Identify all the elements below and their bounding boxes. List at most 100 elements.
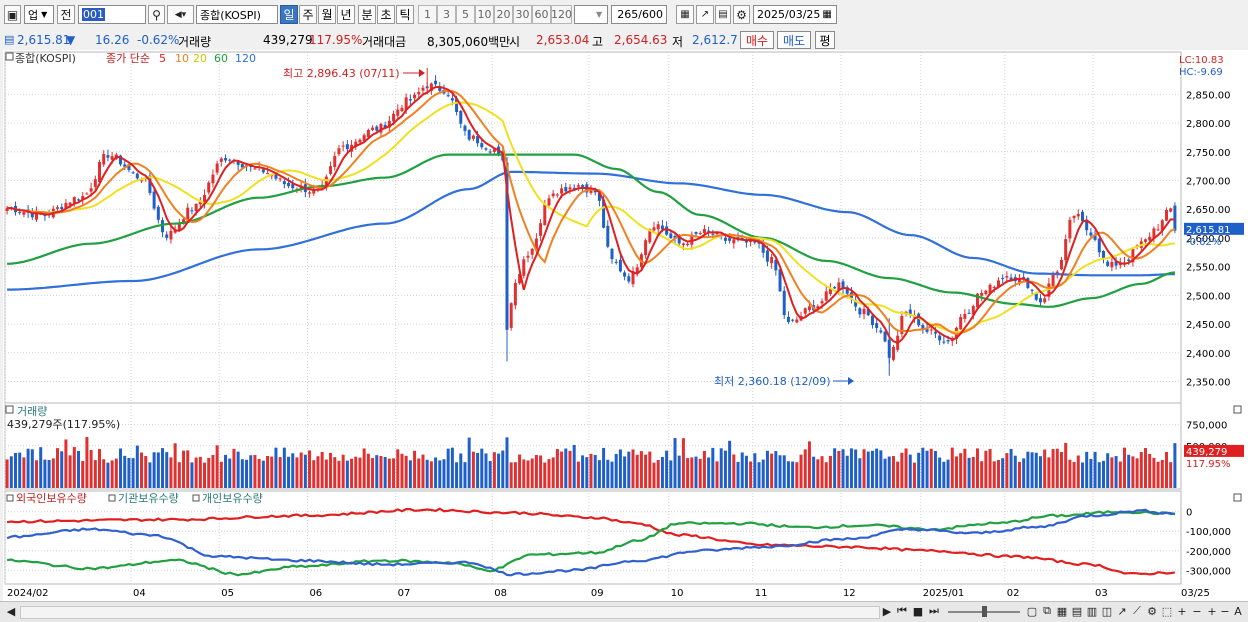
- volume-bar: [194, 457, 198, 488]
- tab-week[interactable]: 주: [299, 5, 317, 24]
- volume-bar: [698, 458, 702, 488]
- scroll-track[interactable]: [20, 606, 880, 619]
- last-icon[interactable]: ⏭: [929, 604, 939, 617]
- prev-button[interactable]: 전: [57, 5, 75, 24]
- candle-body: [782, 290, 786, 316]
- volume-bar: [1043, 449, 1047, 488]
- search-icon[interactable]: ⚲: [148, 5, 165, 24]
- last-price-badge: [1184, 222, 1244, 235]
- scroll-left-icon[interactable]: ◀: [6, 604, 16, 618]
- minute-5[interactable]: 5: [456, 5, 475, 24]
- volume-bar: [497, 453, 501, 488]
- first-icon[interactable]: ⏮: [897, 604, 907, 617]
- candle-body: [140, 180, 144, 182]
- volume-bar: [715, 461, 719, 488]
- count-field[interactable]: 265/600: [611, 5, 667, 24]
- add-icon[interactable]: +: [1207, 604, 1217, 618]
- minute-1[interactable]: 1: [418, 5, 437, 24]
- candle-body: [408, 99, 412, 101]
- volume-bar: [845, 455, 849, 488]
- volume-bar: [929, 448, 933, 488]
- volume-bar: [1152, 457, 1156, 488]
- date-field[interactable]: 2025/03/25 ▦: [753, 5, 837, 24]
- split-icon[interactable]: ◫: [1101, 604, 1113, 618]
- candle-body: [291, 183, 295, 189]
- volume-bar: [530, 458, 534, 488]
- copy-icon[interactable]: ⧉: [1043, 604, 1051, 617]
- tab-second[interactable]: 초: [377, 5, 395, 24]
- volume-bar: [358, 457, 362, 488]
- volume-bar: [408, 460, 412, 488]
- grid-icon[interactable]: ▦: [1056, 604, 1068, 618]
- candle-body: [1160, 220, 1164, 231]
- zoom-out-icon[interactable]: −: [1192, 604, 1202, 618]
- font-icon[interactable]: A: [1234, 604, 1242, 618]
- custom-period-input[interactable]: ▼: [574, 5, 608, 24]
- volume-bar: [996, 459, 1000, 488]
- tab-minute[interactable]: 분: [358, 5, 376, 24]
- volume-bar: [522, 459, 526, 488]
- volume-bar: [1001, 458, 1005, 488]
- volume-bar: [644, 454, 648, 488]
- tab-month[interactable]: 월: [318, 5, 336, 24]
- candle-body: [354, 141, 358, 147]
- trend-icon[interactable]: ↗: [1117, 604, 1127, 618]
- scroll-bar[interactable]: ◀ ▶ ⏮ ■ ⏭ ▢ ⧉ ▦ ▤ ▥ ◫ ↗ ⟋ ⚙ ⬚ + − + − A: [0, 601, 1248, 622]
- gear-icon[interactable]: ⚙: [733, 5, 750, 24]
- zoom-handle[interactable]: [982, 606, 987, 617]
- save-icon[interactable]: ▤: [715, 5, 731, 24]
- tab-year[interactable]: 년: [337, 5, 355, 24]
- market-select[interactable]: 업 ▼: [24, 5, 54, 24]
- investor-close-icon: [1233, 493, 1242, 502]
- candle-body: [236, 161, 240, 165]
- volume-bar: [803, 449, 807, 488]
- minute-10[interactable]: 10: [475, 5, 494, 24]
- candle-body: [404, 97, 408, 111]
- tab-day[interactable]: 일: [280, 5, 298, 24]
- volume-bar: [1135, 458, 1139, 488]
- zoom-in-icon[interactable]: +: [1177, 604, 1187, 618]
- candle-body: [484, 148, 488, 150]
- window-icon[interactable]: ▣: [4, 5, 21, 24]
- tab-tick[interactable]: 틱: [396, 5, 414, 24]
- settings-icon[interactable]: ⚙: [1147, 604, 1157, 618]
- chart-svg[interactable]: 2,850.00 2,800.00 2,750.00 2,700.00 2,650.00…: [3, 50, 1248, 601]
- layout-icon[interactable]: ▢: [1026, 604, 1038, 618]
- candle-body: [568, 187, 572, 190]
- line-icon[interactable]: ⟋: [1133, 604, 1141, 617]
- candle-body: [72, 197, 76, 203]
- candle-body: [471, 135, 475, 139]
- volume-bar: [656, 459, 660, 488]
- candle-body: [618, 259, 622, 272]
- eval-button[interactable]: 평: [815, 31, 835, 49]
- volume-bar: [329, 452, 333, 488]
- candle-body: [891, 347, 895, 360]
- line-tool-icon[interactable]: ↗: [696, 5, 714, 24]
- code-input[interactable]: 001: [78, 5, 146, 24]
- candle-body: [933, 331, 937, 334]
- buy-button[interactable]: 매수: [740, 31, 774, 49]
- minute-30[interactable]: 30: [513, 5, 532, 24]
- candle-body: [828, 288, 832, 295]
- tile-icon[interactable]: ▥: [1086, 604, 1098, 618]
- ma5-line: [7, 85, 1175, 345]
- fit-icon[interactable]: ⬚: [1161, 604, 1173, 618]
- candle-body: [228, 159, 232, 161]
- tools-icon[interactable]: ▦: [676, 5, 694, 24]
- sell-button[interactable]: 매도: [777, 31, 811, 49]
- low-annotation: 최저 2,360.18 (12/09): [714, 375, 831, 388]
- candle-body: [459, 110, 463, 124]
- speaker-icon[interactable]: ◀▾: [167, 5, 194, 24]
- stop-icon[interactable]: ■: [912, 604, 924, 618]
- minus-icon[interactable]: −: [1220, 604, 1230, 618]
- minute-20[interactable]: 20: [494, 5, 513, 24]
- candle-body: [770, 257, 774, 264]
- minute-120[interactable]: 120: [551, 5, 572, 24]
- scroll-right-icon[interactable]: ▶: [882, 604, 892, 618]
- candle-body: [446, 95, 450, 97]
- chart-area[interactable]: 2,850.00 2,800.00 2,750.00 2,700.00 2,650.00…: [3, 50, 1248, 601]
- bars-icon[interactable]: ▤: [1071, 604, 1083, 618]
- minute-60[interactable]: 60: [532, 5, 551, 24]
- legend-item: 20: [193, 52, 207, 65]
- minute-3[interactable]: 3: [437, 5, 456, 24]
